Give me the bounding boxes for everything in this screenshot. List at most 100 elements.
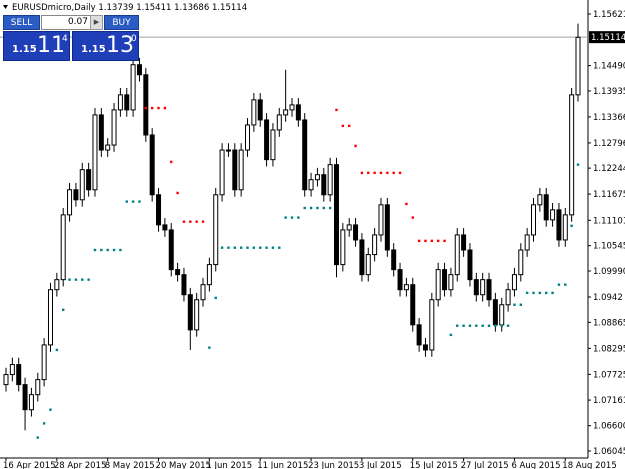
candle-body bbox=[397, 269, 403, 291]
sar-dot bbox=[68, 278, 71, 281]
sar-dot bbox=[42, 422, 46, 425]
x-tick-label: 1 Jun 2015 bbox=[206, 461, 252, 469]
y-tick-label: 1.06045 bbox=[593, 447, 625, 457]
candle-body bbox=[378, 204, 384, 236]
sar-dot bbox=[449, 333, 453, 337]
y-tick-label: 1.08865 bbox=[593, 318, 625, 328]
candle-body bbox=[60, 214, 66, 281]
y-tick-label: 1.14490 bbox=[593, 62, 625, 72]
candle-body bbox=[543, 194, 549, 221]
lot-increase[interactable]: ▶ bbox=[90, 15, 103, 30]
y-tick-label: 1.11675 bbox=[593, 190, 625, 200]
sell-price[interactable]: 1.15 11 4 bbox=[3, 31, 70, 61]
sar-dot bbox=[398, 171, 402, 175]
y-tick-label: 1.07725 bbox=[593, 370, 625, 380]
candle-body bbox=[257, 99, 263, 121]
sar-dot bbox=[55, 348, 59, 352]
sar-dot bbox=[341, 124, 345, 128]
buy-price-main: 13 bbox=[106, 33, 134, 58]
sar-dot bbox=[487, 324, 491, 327]
sar-dot bbox=[87, 278, 90, 281]
candle-body bbox=[346, 224, 352, 231]
candle-body bbox=[410, 284, 416, 326]
sar-dot bbox=[271, 246, 275, 249]
candle-body bbox=[219, 149, 225, 196]
candle-body bbox=[162, 224, 168, 231]
sar-dot bbox=[214, 296, 217, 300]
candle-body bbox=[550, 209, 556, 221]
sar-dot bbox=[220, 246, 224, 249]
sar-dot bbox=[411, 216, 414, 219]
candle-body bbox=[416, 324, 422, 346]
sar-dot bbox=[252, 246, 256, 249]
candle-body bbox=[238, 149, 244, 191]
sell-price-sup: 4 bbox=[62, 34, 68, 44]
candle-body bbox=[442, 269, 448, 291]
candle-body bbox=[518, 249, 524, 276]
sar-dot bbox=[462, 324, 465, 327]
sar-dot bbox=[348, 124, 351, 128]
trade-panel: SELL ◀ 0.07 ▶ BUY 1.15 11 4 1.15 13 0 bbox=[3, 15, 139, 61]
candle-body bbox=[73, 189, 79, 201]
candle-body bbox=[569, 94, 575, 216]
candle-body bbox=[245, 124, 251, 151]
candle-body bbox=[511, 274, 517, 291]
candle-body bbox=[435, 269, 441, 301]
sar-dot bbox=[125, 200, 128, 203]
sar-dot bbox=[545, 291, 548, 295]
sar-dot bbox=[100, 248, 103, 252]
sell-button[interactable]: SELL bbox=[3, 15, 40, 30]
lot-input[interactable]: 0.07 bbox=[41, 15, 103, 30]
candle-body bbox=[327, 164, 333, 196]
sar-dot bbox=[443, 239, 446, 243]
sar-dot bbox=[538, 291, 542, 295]
candle-body bbox=[429, 299, 435, 351]
sar-dot bbox=[131, 200, 135, 203]
candle-body bbox=[333, 164, 339, 266]
sar-dot bbox=[189, 220, 192, 223]
menu-icon[interactable] bbox=[3, 5, 8, 9]
sar-dot bbox=[468, 324, 472, 327]
candle-body bbox=[232, 149, 238, 191]
candle-body bbox=[136, 64, 142, 76]
candle-body bbox=[200, 284, 206, 301]
candle-body bbox=[86, 169, 92, 191]
sar-dot bbox=[74, 278, 78, 281]
sar-dot bbox=[278, 246, 281, 249]
sar-dot bbox=[494, 324, 497, 327]
sar-dot bbox=[360, 171, 364, 175]
sar-dot bbox=[379, 171, 383, 175]
y-tick-label: 1.10545 bbox=[593, 242, 625, 252]
sar-dot bbox=[49, 408, 52, 411]
candle-body bbox=[524, 234, 530, 251]
sar-dot bbox=[405, 202, 408, 206]
sar-dot bbox=[328, 206, 332, 210]
sar-dot bbox=[259, 246, 262, 249]
sar-dot bbox=[456, 324, 459, 327]
candle-body bbox=[79, 169, 85, 201]
candle-body bbox=[365, 254, 371, 276]
sar-dot bbox=[570, 224, 573, 228]
sar-dot bbox=[106, 248, 109, 252]
sar-dot bbox=[81, 278, 84, 281]
candle-body bbox=[480, 279, 486, 296]
candle-body bbox=[264, 119, 270, 161]
candle-body bbox=[422, 344, 428, 351]
sar-dot bbox=[386, 171, 389, 175]
buy-price[interactable]: 1.15 13 0 bbox=[72, 31, 139, 61]
candle-body bbox=[391, 249, 397, 271]
sar-dot bbox=[564, 283, 567, 286]
sar-dot bbox=[513, 303, 516, 306]
y-tick-label: 1.13366 bbox=[593, 113, 625, 123]
candle-body bbox=[130, 64, 136, 111]
sar-dot bbox=[551, 291, 554, 295]
buy-button[interactable]: BUY bbox=[104, 15, 139, 30]
sar-dot bbox=[532, 291, 535, 295]
candle-body bbox=[143, 74, 149, 136]
candle-body bbox=[206, 264, 212, 286]
sar-dot bbox=[309, 206, 313, 210]
candle-body bbox=[492, 299, 498, 326]
sar-dot bbox=[246, 246, 249, 249]
candle-body bbox=[175, 269, 181, 276]
